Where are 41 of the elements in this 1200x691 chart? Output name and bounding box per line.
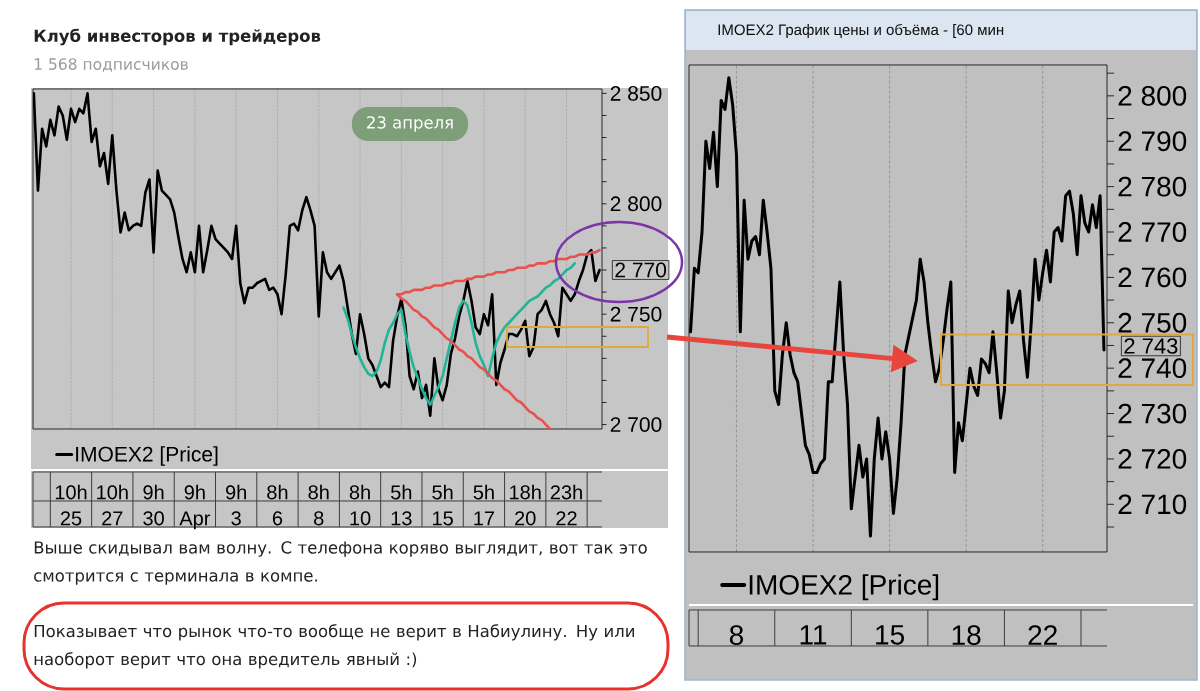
x-tick-label: 5h 17 (473, 484, 495, 526)
y-tick-label: 2 770 (1118, 222, 1187, 242)
x-tick-label: 11 (800, 625, 827, 645)
legend-label: IMOEX2 [Price] (76, 446, 218, 466)
x-tick-label: 23h 22 (550, 484, 582, 526)
annotation: 23 апреля (367, 116, 453, 132)
chart-subtitle: 1 568 подписчиков (34, 58, 188, 72)
y-tick-label: 2 720 (1118, 449, 1187, 469)
y-tick-label: 2 760 (1118, 267, 1187, 288)
x-tick-label: 22 (1028, 625, 1057, 645)
y-tick-label: 2 740 (1118, 358, 1187, 379)
x-tick-label: 8h 10 (349, 484, 371, 526)
legend-label: IMOEX2 [Price] (749, 574, 939, 601)
text: Показывает что рынок что-то вообще не верит в Набиулину. Ну или наоборот верит что она вредитель явный :) (34, 624, 634, 669)
y-tick-label: 2 780 (1118, 176, 1187, 197)
chart-title: IMOEX2 График цены и объёма - [60 мин (718, 23, 1004, 39)
x-tick-label: 5h 15 (432, 484, 453, 526)
y-tick-label: 2 800 (610, 196, 662, 212)
chart-title: Клуб инвесторов и трейдеров (34, 28, 321, 46)
y-tick-label: 2 800 (1118, 85, 1187, 106)
text: 2 743 (1124, 338, 1178, 354)
x-tick-label: 9h 3 (225, 484, 246, 526)
y-tick-label: 2 850 (610, 85, 662, 101)
x-tick-label: 15 (876, 625, 904, 645)
x-tick-label: 5h 13 (391, 484, 412, 526)
x-tick-label: 8h 8 (308, 484, 329, 526)
x-tick-label: 18 (952, 625, 981, 646)
x-tick-label: 9h Apr (179, 484, 211, 530)
x-tick-label: 10h 25 (55, 484, 87, 526)
x-tick-label: 8h 6 (267, 484, 288, 526)
y-tick-label: 2 750 (610, 306, 662, 322)
y-tick-label: 2 750 (1118, 312, 1187, 333)
x-tick-label: 9h 30 (143, 484, 164, 526)
x-tick-label: 8 (729, 625, 744, 646)
y-tick-label: 2 710 (1118, 494, 1187, 515)
y-tick-label: 2 730 (1118, 403, 1187, 424)
x-tick-label: 10h 27 (97, 484, 128, 526)
text: Выше скидывал вам волну. С телефона коряво выглядит, вот так это смотрится с терминала в компе. (34, 541, 647, 585)
y-tick-label: 2 790 (1118, 131, 1187, 152)
y-tick-label: 2 700 (610, 417, 662, 432)
x-tick-label: 18h 20 (510, 484, 541, 526)
